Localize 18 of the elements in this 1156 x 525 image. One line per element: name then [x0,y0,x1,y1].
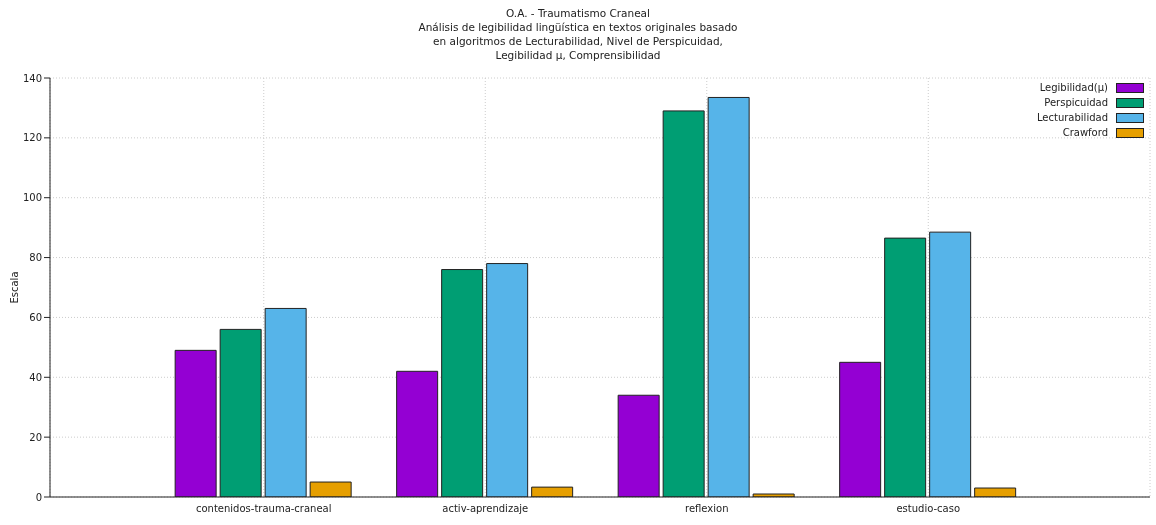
chart-title: O.A. - Traumatismo Craneal Análisis de legibilidad lingüística en textos originales basado en algoritmos de Lecturabilidad, Nivel de Perspicuidad, Legibilidad μ, Comprensibilidad [417,6,739,62]
legend-label: Crawford [1062,127,1108,138]
legend-label: Lecturabilidad [1036,112,1108,123]
x-tick-label: contenidos-trauma-craneal [195,503,332,515]
y-tick-label: 100 [22,192,42,204]
x-tick-label: reflexion [685,503,729,515]
y-tick-label: 80 [29,252,42,264]
y-tick-label: 120 [22,132,42,144]
y-tick-label: 60 [29,311,42,323]
y-tick-label: 20 [29,431,42,443]
y-tick-label: 40 [29,371,42,383]
legend-label: Legibilidad(μ) [1039,82,1108,93]
x-tick-label: estudio-caso [896,503,961,515]
y-tick-label: 140 [22,72,42,84]
y-axis-title: Escala [8,271,20,304]
y-tick-label: 0 [35,491,42,503]
legend-label: Perspicuidad [1044,97,1108,108]
x-tick-label: activ-aprendizaje [442,503,529,515]
